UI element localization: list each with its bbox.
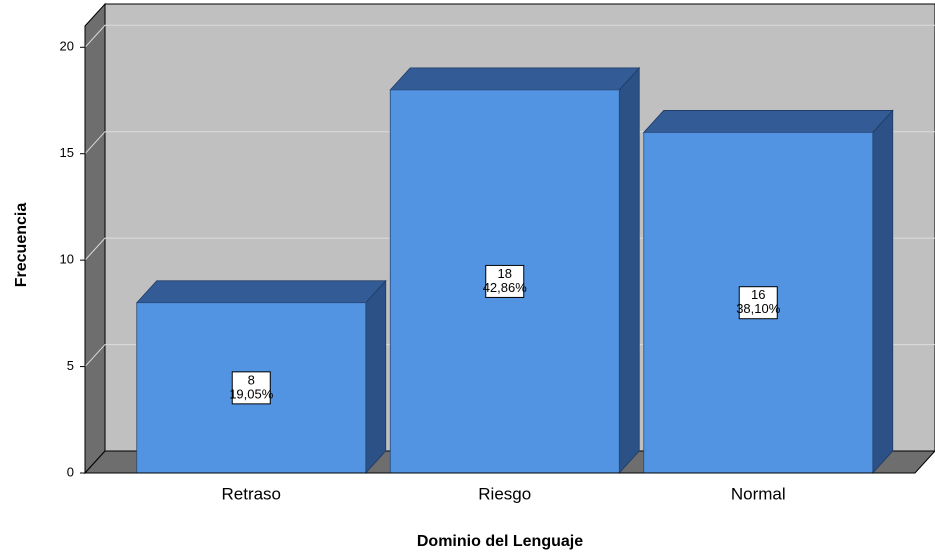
bar-top: [135, 280, 387, 304]
bar-top: [642, 110, 894, 133]
x-axis-title: Dominio del Lenguaje: [417, 533, 583, 550]
data-label: 8: [248, 372, 255, 387]
x-tick-label: Riesgo: [478, 484, 531, 503]
y-axis-title: Frecuencia: [13, 203, 30, 288]
y-tick-label: 5: [67, 358, 74, 373]
percent-label: 38,10%: [736, 301, 781, 316]
y-tick-label: 20: [60, 39, 74, 54]
data-label-box: [231, 371, 271, 405]
bar: [643, 132, 874, 474]
bar-side: [872, 109, 894, 475]
left-wall: [84, 2, 106, 475]
data-label: 18: [498, 266, 512, 281]
data-label-box: [738, 286, 778, 320]
bar-side: [618, 66, 640, 475]
x-tick-label: Retraso: [221, 484, 281, 503]
y-tick-label: 0: [67, 464, 74, 479]
percent-label: 19,05%: [229, 386, 274, 401]
y-tick-label: 15: [60, 145, 74, 160]
x-tick-label: Normal: [731, 484, 786, 503]
bar-side: [365, 279, 387, 475]
grid-line: [84, 24, 935, 48]
data-label: 16: [751, 287, 765, 302]
data-label-box: [485, 264, 525, 298]
bar-top: [389, 67, 641, 91]
y-tick-label: 10: [60, 252, 74, 267]
percent-label: 42,86%: [483, 280, 528, 295]
